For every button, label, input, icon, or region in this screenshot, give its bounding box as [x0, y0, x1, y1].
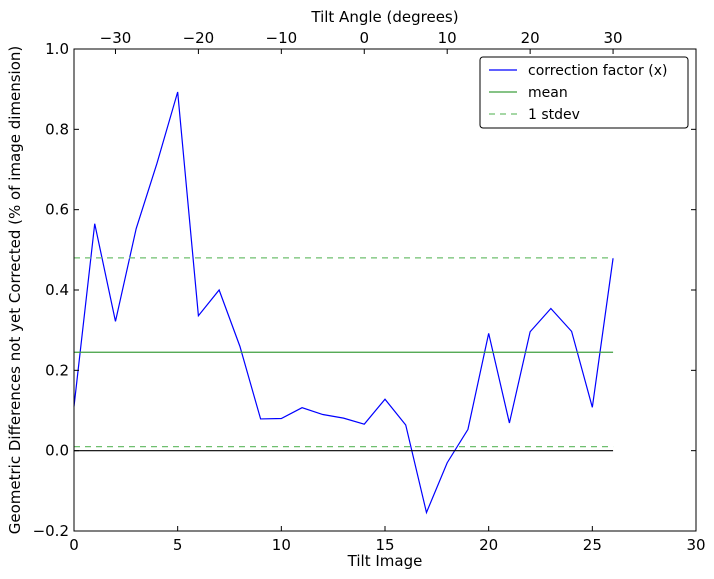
y-axis-label: Geometric Differences not yet Corrected …: [6, 46, 24, 535]
top-axis-label: Tilt Angle (degrees): [310, 8, 458, 26]
legend-box: [479, 56, 689, 129]
x-tick-label: 15: [375, 536, 394, 554]
x-tick-label: 25: [583, 536, 602, 554]
y-tick-label: 0.4: [45, 281, 69, 299]
legend-label-stdev: 1 stdev: [528, 107, 580, 123]
y-tick-label: 0.8: [45, 120, 69, 138]
x-tick-label: 10: [272, 536, 291, 554]
x-tick-label: 0: [69, 536, 79, 554]
top-tick-label: 10: [438, 29, 457, 47]
top-tick-label: −20: [183, 29, 215, 47]
y-tick-label: 0.0: [45, 442, 69, 460]
legend: correction factor (x) mean 1 stdev: [479, 56, 689, 129]
y-tick-label: 0.2: [45, 361, 69, 379]
x-tick-label: 20: [479, 536, 498, 554]
top-tick-label: −10: [266, 29, 298, 47]
top-tick-label: 30: [604, 29, 623, 47]
series-lines: [73, 91, 614, 515]
y-tick-label: −0.2: [33, 522, 69, 540]
top-tick-label: 0: [359, 29, 369, 47]
plot-frame: [73, 48, 697, 532]
x-tick-label: 30: [686, 536, 705, 554]
tick-labels: 0 5 10 15 20 25 30 −0.2 0.0 0.2 0.4 0.6 0.8 1.0 −30 −20…: [33, 29, 706, 554]
top-tick-label: −30: [100, 29, 132, 47]
legend-label-correction: correction factor (x): [528, 63, 667, 79]
x-axis-label: Tilt Image: [347, 552, 423, 570]
x-tick-label: 5: [173, 536, 183, 554]
y-tick-label: 0.6: [45, 201, 69, 219]
legend-label-mean: mean: [528, 85, 568, 101]
series-line-correction-factor-x--0: [73, 91, 614, 515]
top-tick-label: 20: [521, 29, 540, 47]
y-tick-label: 1.0: [45, 40, 69, 58]
